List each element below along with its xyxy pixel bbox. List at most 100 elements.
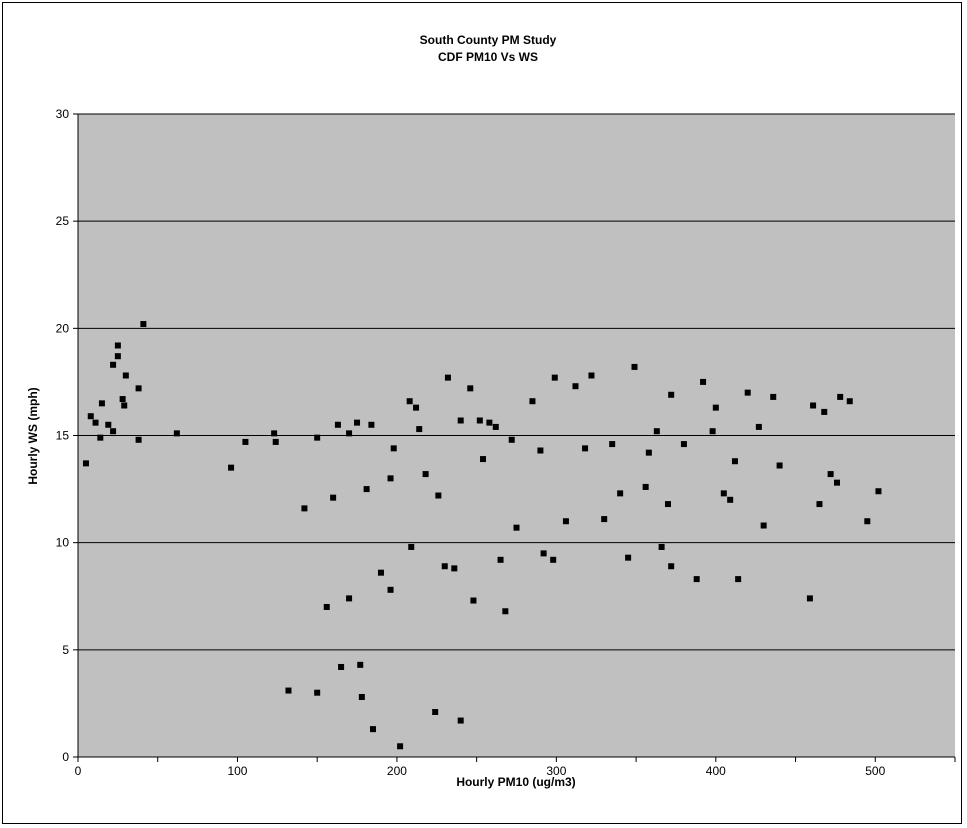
y-tick-label-10: 10	[56, 536, 70, 550]
data-point	[642, 483, 649, 490]
data-point	[476, 417, 483, 424]
data-point	[357, 661, 364, 668]
data-point	[837, 393, 844, 400]
data-point	[664, 501, 671, 508]
data-point	[480, 456, 487, 463]
data-point	[457, 717, 464, 724]
data-point	[135, 436, 142, 443]
data-point	[358, 693, 365, 700]
data-point	[82, 460, 89, 467]
data-point	[121, 402, 128, 409]
data-point	[346, 595, 353, 602]
data-point	[242, 438, 249, 445]
data-point	[846, 398, 853, 405]
y-tick-label-5: 5	[62, 643, 69, 657]
data-point	[457, 417, 464, 424]
data-point	[601, 516, 608, 523]
data-point	[406, 398, 413, 405]
data-point	[486, 419, 493, 426]
data-point	[416, 426, 423, 433]
y-tick-label-15: 15	[56, 429, 70, 443]
data-point	[390, 445, 397, 452]
data-point	[755, 423, 762, 430]
data-point	[140, 321, 147, 328]
data-point	[645, 449, 652, 456]
data-point	[114, 342, 121, 349]
x-tick-label-0: 0	[75, 764, 82, 778]
data-point	[492, 423, 499, 430]
data-point	[816, 501, 823, 508]
data-point	[680, 441, 687, 448]
data-point	[271, 430, 278, 437]
data-point	[441, 563, 448, 570]
data-point	[551, 374, 558, 381]
data-point	[338, 663, 345, 670]
x-axis-label: Hourly PM10 (ug/m3)	[456, 775, 575, 789]
data-point	[875, 488, 882, 495]
data-point	[435, 492, 442, 499]
y-tick-label-30: 30	[56, 107, 70, 121]
data-point	[827, 471, 834, 478]
data-point	[330, 494, 337, 501]
data-point	[497, 556, 504, 563]
data-point	[314, 434, 321, 441]
x-tick-label-400: 400	[706, 764, 726, 778]
data-point	[98, 400, 105, 407]
data-point	[346, 430, 353, 437]
data-point	[609, 441, 616, 448]
data-point	[550, 556, 557, 563]
data-point	[806, 595, 813, 602]
data-point	[301, 505, 308, 512]
data-point	[562, 518, 569, 525]
data-point	[272, 438, 279, 445]
data-point	[285, 687, 292, 694]
data-point	[617, 490, 624, 497]
data-point	[444, 374, 451, 381]
data-point	[470, 597, 477, 604]
data-point	[323, 603, 330, 610]
x-tick-label-100: 100	[227, 764, 247, 778]
data-point	[731, 458, 738, 465]
data-point	[369, 726, 376, 733]
data-point	[540, 550, 547, 557]
data-point	[760, 522, 767, 529]
data-point	[228, 464, 235, 471]
y-tick-label-20: 20	[56, 321, 70, 335]
data-point	[397, 743, 404, 750]
data-point	[588, 372, 595, 379]
data-point	[700, 378, 707, 385]
data-point	[135, 385, 142, 392]
data-point	[712, 404, 719, 411]
data-point	[834, 479, 841, 486]
data-point	[368, 421, 375, 428]
gridlines	[78, 113, 955, 651]
data-point	[668, 563, 675, 570]
data-point	[119, 396, 126, 403]
data-point	[122, 372, 129, 379]
data-point	[582, 445, 589, 452]
data-point	[87, 413, 94, 420]
data-point	[529, 398, 536, 405]
data-points	[82, 321, 882, 750]
data-point	[432, 708, 439, 715]
data-point	[776, 462, 783, 469]
data-point	[314, 689, 321, 696]
data-point	[653, 428, 660, 435]
data-point	[668, 391, 675, 398]
data-point	[377, 569, 384, 576]
chart-title: South County PM Study	[420, 33, 557, 47]
data-point	[354, 419, 361, 426]
data-point	[720, 490, 727, 497]
data-point	[173, 430, 180, 437]
data-point	[821, 408, 828, 415]
data-point	[537, 447, 544, 454]
data-point	[467, 385, 474, 392]
data-point	[105, 421, 112, 428]
data-point	[508, 436, 515, 443]
data-point	[422, 471, 429, 478]
data-point	[513, 524, 520, 531]
data-point	[631, 363, 638, 370]
data-point	[709, 428, 716, 435]
